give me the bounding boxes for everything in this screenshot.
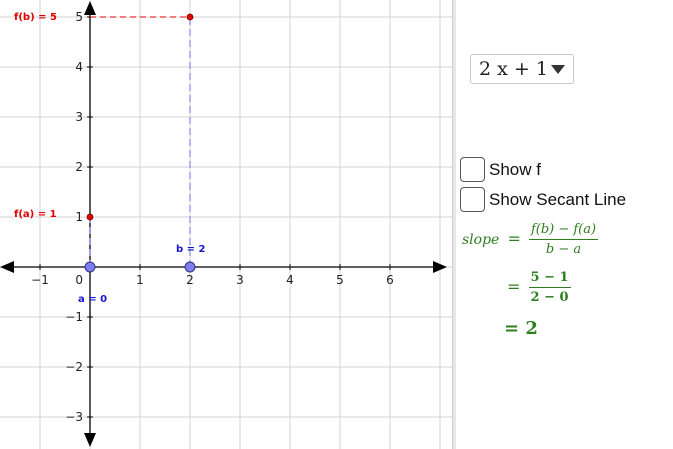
x-tick-label: 4 xyxy=(286,273,294,287)
x-tick-label: 6 xyxy=(386,273,394,287)
panel-divider[interactable] xyxy=(452,0,456,449)
show-f-label: Show f xyxy=(489,159,541,179)
x-tick-label: 5 xyxy=(336,273,344,287)
slope-label: slope xyxy=(462,232,500,248)
guide-lines xyxy=(89,16,191,267)
fa-label: f(a) = 1 xyxy=(14,209,57,220)
x-tick-label: −1 xyxy=(31,273,49,287)
y-tick-label: 2 xyxy=(75,160,83,174)
show-f-checkbox-row[interactable]: Show f xyxy=(460,157,541,182)
equals-sign: = xyxy=(507,277,521,296)
substituted-numerator: 5 − 1 xyxy=(528,270,571,288)
y-tick-label: 1 xyxy=(75,210,83,224)
axes xyxy=(0,1,447,447)
show-secant-checkbox-row[interactable]: Show Secant Line xyxy=(460,187,626,212)
y-tick-label: 3 xyxy=(75,110,83,124)
grid xyxy=(0,0,452,449)
graphics-view[interactable]: −1 1 2 3 4 5 6 −3 −2 −1 1 2 3 4 5 0 f(b) = 5 f(a) = 1 b =… xyxy=(0,0,452,449)
slope-numerator: f(b) − f(a) xyxy=(528,222,599,240)
y-tick-label: −3 xyxy=(65,410,83,424)
point-fa xyxy=(86,213,94,221)
y-tick-label: −1 xyxy=(65,310,83,324)
y-tick-label: 4 xyxy=(75,60,83,74)
y-axis-arrow-up xyxy=(84,1,96,15)
show-secant-checkbox[interactable] xyxy=(460,187,485,212)
y-tick-label: 5 xyxy=(75,10,83,24)
y-axis-arrow-down xyxy=(84,433,96,447)
point-a xyxy=(84,261,96,273)
x-axis-arrow-left xyxy=(0,261,14,273)
chevron-down-icon xyxy=(551,64,565,74)
b-label: b = 2 xyxy=(176,244,206,255)
origin-label: 0 xyxy=(75,273,83,287)
show-secant-label: Show Secant Line xyxy=(489,189,627,209)
equals-sign: = xyxy=(507,229,521,248)
side-panel: 2 x + 1 Show f Show Secant Line slope = … xyxy=(456,0,673,449)
substituted-fraction: 5 − 1 2 − 0 xyxy=(528,270,571,305)
x-tick-label: 3 xyxy=(236,273,244,287)
x-tick-label: 1 xyxy=(136,273,144,287)
x-axis-arrow-right xyxy=(433,261,447,273)
points xyxy=(84,13,196,273)
function-dropdown-value: 2 x + 1 xyxy=(479,58,548,80)
fb-label: f(b) = 5 xyxy=(14,12,57,23)
slope-formula-line2: = 5 − 1 2 − 0 xyxy=(504,270,571,305)
slope-formula-line1: slope = f(b) − f(a) b − a xyxy=(462,222,599,257)
slope-result: = 2 xyxy=(504,318,538,339)
show-f-checkbox[interactable] xyxy=(460,157,485,182)
x-tick-label: 2 xyxy=(186,273,194,287)
point-labels: f(b) = 5 f(a) = 1 b = 2 a = 0 xyxy=(14,12,206,305)
point-b xyxy=(184,261,196,273)
function-dropdown[interactable]: 2 x + 1 xyxy=(470,54,574,84)
slope-fraction: f(b) − f(a) b − a xyxy=(528,222,599,257)
substituted-denominator: 2 − 0 xyxy=(530,290,569,305)
a-label: a = 0 xyxy=(78,294,107,305)
y-tick-label: −2 xyxy=(65,360,83,374)
slope-denominator: b − a xyxy=(545,242,582,257)
tick-labels: −1 1 2 3 4 5 6 −3 −2 −1 1 2 3 4 5 0 xyxy=(31,10,394,424)
point-fb xyxy=(186,13,194,21)
